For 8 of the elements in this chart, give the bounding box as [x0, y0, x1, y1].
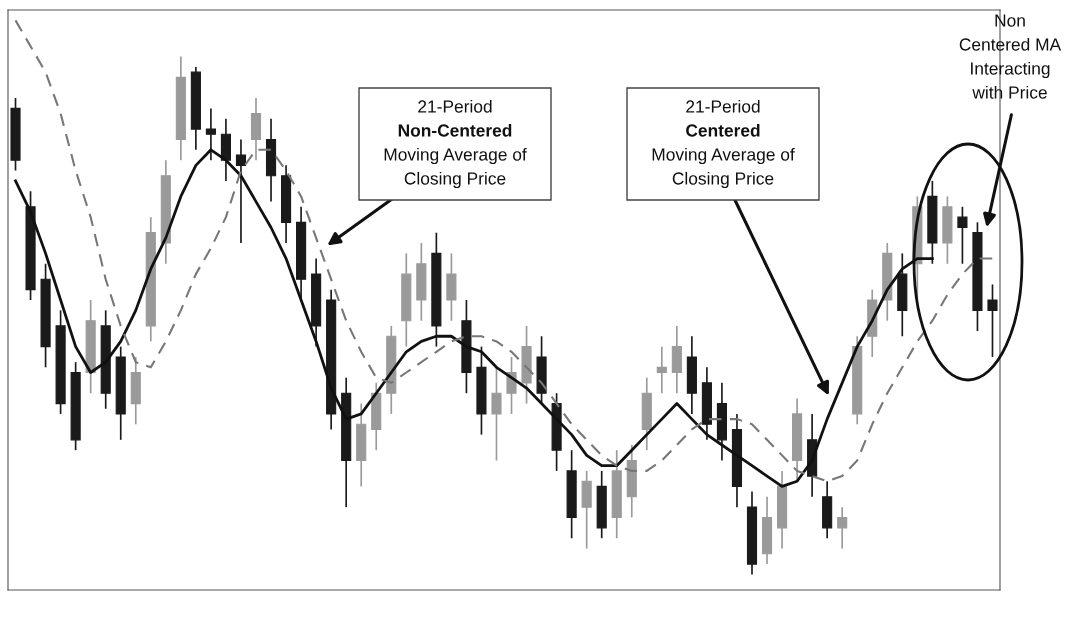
candlestick — [987, 283, 998, 358]
candlestick — [957, 205, 968, 265]
annotation: 21-Period Centered Moving Average of Closing Price — [652, 99, 795, 189]
candlestick — [837, 506, 848, 550]
candlestick — [491, 366, 502, 462]
candlestick — [656, 345, 667, 395]
annotation: 21-Period Non-Centered Moving Average of Closing Price — [384, 99, 527, 189]
annotation: Non Centered MA Interacting with Price — [959, 14, 1062, 99]
